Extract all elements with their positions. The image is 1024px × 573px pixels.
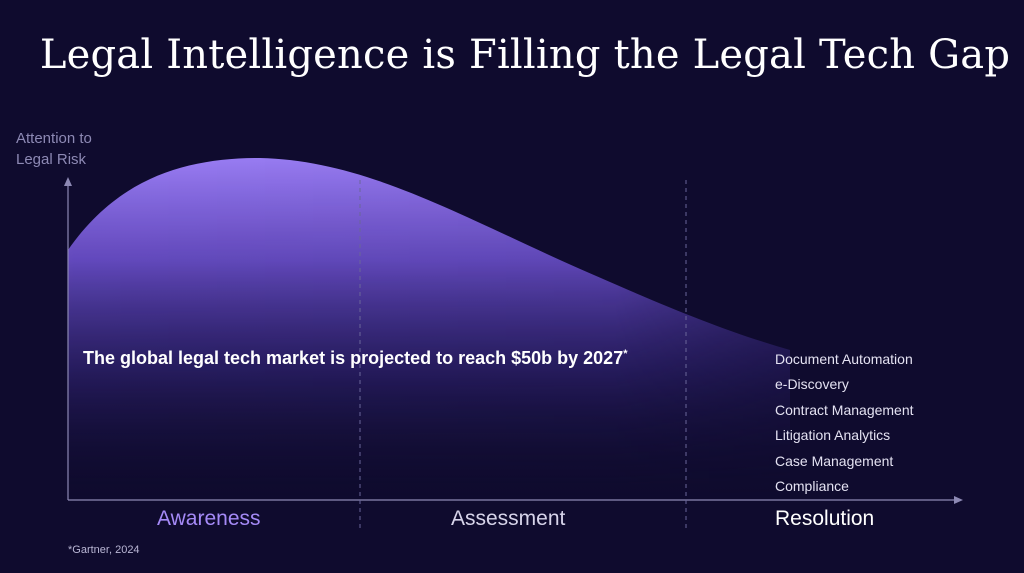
list-item: Contract Management <box>775 401 914 418</box>
list-item: Litigation Analytics <box>775 427 891 444</box>
y-axis-arrow <box>64 177 72 186</box>
y-axis-label: Attention to Legal Risk <box>16 130 92 168</box>
market-headline: The global legal tech market is projecte… <box>83 348 627 369</box>
list-item: Document Automation <box>775 351 913 367</box>
list-item: Case Management <box>775 452 894 469</box>
list-item: Compliance <box>775 478 849 495</box>
stage-label-awareness: Awareness <box>157 507 261 530</box>
slide-title: Legal Intelligence is Filling the Legal … <box>39 32 1011 78</box>
source-footnote: *Gartner, 2024 <box>68 544 140 556</box>
attention-curve-area <box>68 158 790 500</box>
market-headline-text: The global legal tech market is projecte… <box>83 348 624 368</box>
x-axis-arrow <box>954 496 963 504</box>
list-item: e-Discovery <box>775 376 849 393</box>
legal-tech-tools-list: Document Automation e-Discovery Contract… <box>775 347 914 499</box>
stage-label-assessment: Assessment <box>451 507 566 530</box>
stage-label-resolution: Resolution <box>775 507 875 530</box>
footnote-marker: * <box>623 348 628 360</box>
